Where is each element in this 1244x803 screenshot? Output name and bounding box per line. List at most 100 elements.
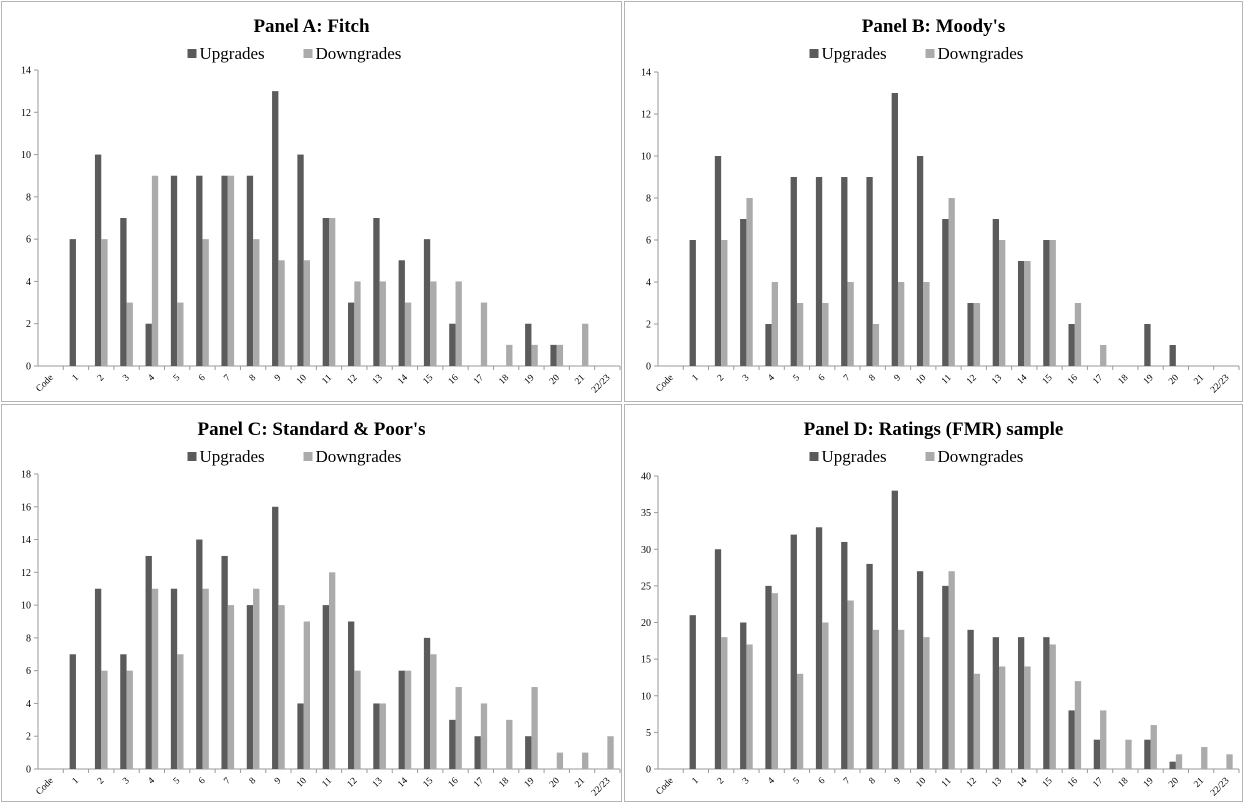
bar-upgrades [967, 303, 974, 366]
bar-upgrades [449, 323, 456, 366]
y-tick-label: 0 [26, 765, 31, 776]
bar-upgrades [765, 585, 772, 769]
bar-downgrades [329, 572, 336, 769]
x-tick-label: Code [35, 373, 56, 394]
x-tick-label: 2 [716, 373, 727, 384]
bar-downgrades [822, 303, 829, 366]
x-tick-label: 3 [121, 373, 132, 384]
x-tick-label: 17 [472, 776, 486, 790]
bar-downgrades [455, 281, 462, 366]
x-tick-label: 5 [172, 776, 183, 787]
bar-downgrades [1100, 345, 1107, 366]
bar-downgrades [506, 344, 513, 366]
bar-downgrades [126, 670, 133, 769]
x-tick-label: 15 [422, 373, 436, 387]
x-tick-label: 4 [147, 373, 158, 384]
x-tick-label: 18 [497, 776, 511, 790]
bar-downgrades [1125, 739, 1132, 769]
bar-downgrades [872, 629, 880, 769]
bar-downgrades [1226, 754, 1233, 769]
x-tick-label: 13 [990, 776, 1004, 790]
bar-upgrades [373, 218, 380, 366]
legend-swatch-downgrades [303, 49, 313, 58]
bar-upgrades [1144, 324, 1151, 366]
bar-upgrades [69, 654, 76, 769]
x-tick-label: 8 [248, 776, 259, 787]
bar-upgrades [398, 260, 405, 366]
y-tick-label: 14 [21, 66, 31, 77]
legend-label-downgrades: Downgrades [316, 447, 402, 466]
bar-downgrades [177, 302, 184, 366]
x-tick-label: 13 [371, 373, 385, 387]
y-tick-label: 12 [21, 568, 31, 579]
x-tick-label: 16 [447, 776, 461, 790]
y-tick-label: 10 [21, 150, 31, 161]
bar-downgrades [379, 281, 386, 366]
bar-downgrades [556, 344, 564, 366]
x-tick-label: 21 [573, 373, 587, 387]
bar-upgrades [1017, 261, 1025, 366]
y-tick-label: 4 [26, 699, 31, 710]
y-tick-label: 0 [26, 362, 31, 373]
bar-downgrades [771, 593, 778, 769]
legend-label-upgrades: Upgrades [200, 447, 265, 466]
x-tick-label: 2 [96, 373, 107, 384]
bar-upgrades [866, 177, 873, 366]
y-tick-label: 0 [646, 765, 651, 776]
x-tick-label: 9 [893, 776, 904, 787]
x-tick-label: 5 [792, 373, 803, 384]
y-tick-label: 8 [26, 192, 31, 203]
x-tick-label: 12 [965, 776, 979, 790]
y-tick-label: 12 [21, 108, 31, 119]
bar-upgrades [297, 703, 304, 769]
bar-downgrades [923, 282, 930, 366]
bar-upgrades [272, 506, 279, 769]
bar-upgrades [1043, 637, 1050, 769]
bar-downgrades [278, 260, 285, 366]
bar-downgrades [607, 736, 614, 769]
bar-upgrades [550, 344, 557, 366]
bar-downgrades [430, 281, 437, 366]
x-tick-label: 6 [817, 373, 828, 384]
bar-downgrades [455, 687, 462, 769]
bar-downgrades [948, 571, 955, 769]
y-tick-label: 8 [646, 194, 651, 205]
x-tick-label: 14 [396, 776, 410, 790]
y-tick-label: 16 [21, 502, 31, 513]
y-tick-label: 4 [646, 278, 651, 289]
bar-downgrades [404, 670, 412, 769]
bar-upgrades [689, 240, 696, 366]
bar-upgrades [120, 218, 127, 366]
bar-downgrades [329, 218, 336, 366]
bar-upgrades [449, 719, 456, 769]
y-tick-label: 4 [26, 277, 31, 288]
bar-downgrades [1074, 681, 1082, 769]
x-tick-label: 12 [965, 373, 979, 387]
x-tick-label: 3 [741, 373, 752, 384]
bar-upgrades [94, 588, 102, 769]
bar-upgrades [221, 175, 228, 366]
legend-label-downgrades: Downgrades [938, 44, 1024, 63]
bar-downgrades [721, 637, 728, 769]
bar-downgrades [227, 175, 235, 366]
bar-upgrades [423, 239, 431, 366]
bar-upgrades [170, 588, 178, 769]
chart-title: Panel B: Moody's [862, 16, 1006, 37]
bar-upgrades [841, 177, 848, 366]
chart-svg: Panel D: Ratings (FMR) sample Upgrades Dow… [641, 419, 1240, 798]
chart-svg: Panel A: Fitch Upgrades Downgrades 0 2 4 6 8 10 1… [21, 16, 621, 395]
bar-downgrades [278, 605, 285, 769]
bar-downgrades [1024, 666, 1031, 769]
bar-downgrades [101, 670, 108, 769]
x-tick-label: 20 [1167, 776, 1181, 790]
bar-downgrades [746, 198, 753, 366]
bar-downgrades [847, 600, 854, 769]
legend-swatch-upgrades [809, 452, 819, 461]
bar-upgrades [689, 615, 696, 769]
legend-swatch-upgrades [809, 49, 819, 58]
x-tick-label: 17 [1091, 776, 1105, 790]
bar-downgrades [1100, 710, 1107, 769]
x-tick-label: 1 [691, 373, 702, 384]
x-tick-label: 1 [71, 776, 82, 787]
bar-downgrades [1175, 754, 1183, 769]
